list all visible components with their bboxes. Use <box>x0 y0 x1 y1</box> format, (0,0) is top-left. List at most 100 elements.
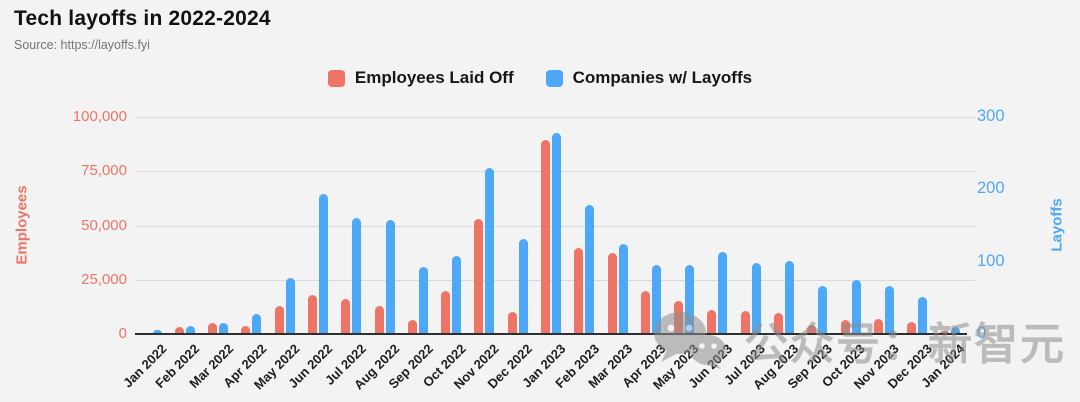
bar-companies-w-layoffs <box>152 330 162 334</box>
bar-companies-w-layoffs <box>718 252 728 334</box>
legend-item-employees: Employees Laid Off <box>327 68 514 88</box>
bar-companies-w-layoffs <box>685 264 695 334</box>
month-group <box>634 117 667 334</box>
bar-employees-laid-off <box>241 325 251 334</box>
bar-companies-w-layoffs <box>252 314 262 334</box>
month-group <box>202 117 235 334</box>
bar-companies-w-layoffs <box>485 167 495 334</box>
y-tick-left: 25,000 <box>81 270 127 288</box>
legend-label: Employees Laid Off <box>354 68 514 87</box>
bar-companies-w-layoffs <box>352 218 362 334</box>
bar-employees-laid-off <box>208 323 218 334</box>
month-group <box>534 117 567 334</box>
month-group <box>701 117 734 334</box>
axis-title-layoffs: Layoffs <box>1048 198 1066 252</box>
month-group <box>168 117 201 334</box>
bar-companies-w-layoffs <box>185 326 195 334</box>
bar-companies-w-layoffs <box>818 286 828 334</box>
axis-title-employees: Employees <box>13 185 31 265</box>
bar-companies-w-layoffs <box>585 205 595 334</box>
bar-employees-laid-off <box>607 252 617 334</box>
legend-label: Companies w/ Layoffs <box>572 68 753 87</box>
y-tick-right: 100 <box>977 251 1005 270</box>
bar-employees-laid-off <box>507 312 517 334</box>
month-group <box>668 117 701 334</box>
legend-item-companies: Companies w/ Layoffs <box>545 68 753 88</box>
bar-companies-w-layoffs <box>884 285 894 334</box>
plot-area <box>135 117 975 335</box>
bar-employees-laid-off <box>474 219 484 334</box>
month-group <box>135 117 168 334</box>
bar-companies-w-layoffs <box>285 277 295 334</box>
bar-employees-laid-off <box>308 294 318 334</box>
legend-swatch-companies <box>545 69 563 87</box>
month-group <box>767 117 800 334</box>
bar-employees-laid-off <box>940 330 950 334</box>
bar-companies-w-layoffs <box>385 219 395 334</box>
bar-employees-laid-off <box>773 313 783 334</box>
month-group <box>601 117 634 334</box>
month-group <box>501 117 534 334</box>
month-group <box>934 117 967 334</box>
month-group <box>235 117 268 334</box>
bar-companies-w-layoffs <box>751 263 761 334</box>
bar-employees-laid-off <box>174 326 184 334</box>
y-axis-left-ticks: 100,000 75,000 50,000 25,000 0 <box>0 108 127 342</box>
month-group <box>834 117 867 334</box>
x-axis-line <box>135 333 967 335</box>
legend-swatch-employees <box>327 69 345 87</box>
month-group <box>468 117 501 334</box>
bar-employees-laid-off <box>574 248 584 334</box>
bar-companies-w-layoffs <box>552 132 562 334</box>
month-group <box>301 117 334 334</box>
bar-companies-w-layoffs <box>651 265 661 334</box>
y-tick-right: 200 <box>977 179 1005 198</box>
bar-companies-w-layoffs <box>618 244 628 334</box>
y-tick-left: 75,000 <box>81 162 127 180</box>
bars <box>135 117 967 334</box>
month-group <box>867 117 900 334</box>
source-text: Source: https://layoffs.fyi <box>14 38 150 52</box>
bar-companies-w-layoffs <box>518 238 528 334</box>
bar-employees-laid-off <box>740 311 750 334</box>
y-tick-right: 300 <box>977 107 1005 125</box>
y-tick-left: 50,000 <box>81 216 127 234</box>
legend: Employees Laid Off Companies w/ Layoffs <box>0 68 1080 88</box>
bar-employees-laid-off <box>374 305 384 334</box>
page-title: Tech layoffs in 2022-2024 <box>14 7 271 30</box>
bar-companies-w-layoffs <box>951 326 961 334</box>
y-tick-left: 0 <box>118 325 127 342</box>
bar-employees-laid-off <box>907 322 917 334</box>
month-group <box>268 117 301 334</box>
month-group <box>900 117 933 334</box>
bar-employees-laid-off <box>441 290 451 334</box>
month-group <box>734 117 767 334</box>
bar-employees-laid-off <box>640 290 650 334</box>
bar-companies-w-layoffs <box>918 297 928 334</box>
bar-companies-w-layoffs <box>418 266 428 334</box>
bar-employees-laid-off <box>840 319 850 334</box>
y-axis-right-ticks: 300 200 100 0 <box>977 107 1047 342</box>
gridline <box>135 117 975 118</box>
bar-employees-laid-off <box>341 299 351 334</box>
bar-employees-laid-off <box>541 139 551 334</box>
month-group <box>435 117 468 334</box>
bar-employees-laid-off <box>274 306 284 334</box>
bar-employees-laid-off <box>707 310 717 334</box>
bar-employees-laid-off <box>407 319 417 334</box>
bar-companies-w-layoffs <box>452 255 462 334</box>
month-group <box>335 117 368 334</box>
bar-companies-w-layoffs <box>784 260 794 334</box>
bar-companies-w-layoffs <box>319 193 329 334</box>
bar-employees-laid-off <box>873 318 883 334</box>
month-group <box>801 117 834 334</box>
bar-companies-w-layoffs <box>219 323 229 334</box>
x-axis-labels: Jan 2022 Feb 2022 Mar 2022 Apr 2022 May 2022… <box>120 334 968 402</box>
y-tick-left: 100,000 <box>72 108 127 125</box>
bar-companies-w-layoffs <box>851 280 861 334</box>
bar-employees-laid-off <box>674 301 684 334</box>
y-tick-right: 0 <box>977 324 987 342</box>
month-group <box>568 117 601 334</box>
month-group <box>401 117 434 334</box>
month-group <box>368 117 401 334</box>
